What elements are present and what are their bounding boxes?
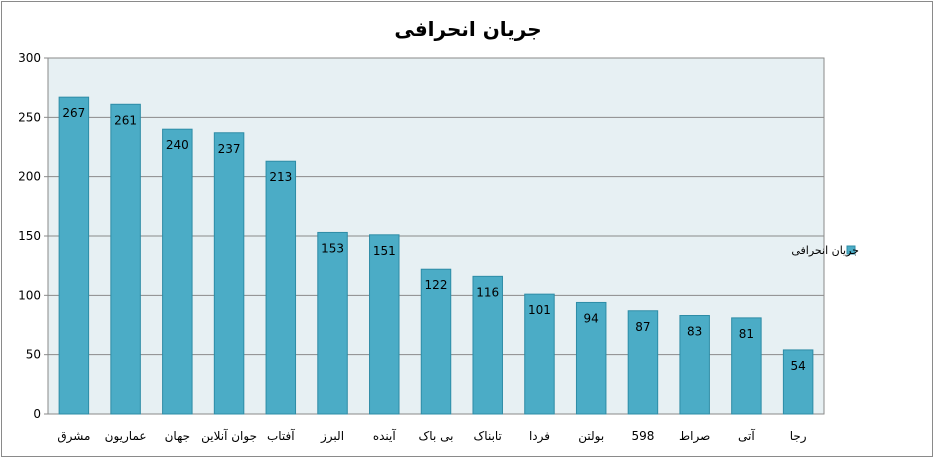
bar — [162, 128, 193, 415]
x-category-label: بولتن — [578, 429, 604, 444]
data-label: 87 — [635, 320, 650, 334]
data-label: 116 — [476, 285, 499, 299]
legend: جریان انحرافی — [791, 244, 859, 257]
data-label: 122 — [425, 278, 448, 292]
legend-label: جریان انحرافی — [791, 244, 859, 257]
bar — [627, 310, 659, 415]
data-label: 54 — [790, 359, 805, 373]
y-tick-label: 50 — [26, 348, 41, 362]
x-category-label: رجا — [790, 429, 807, 444]
bar — [213, 132, 245, 415]
data-label: 81 — [739, 327, 754, 341]
data-label: 213 — [269, 170, 292, 184]
x-category-label: بی باک — [419, 429, 454, 443]
x-category-label: آینده — [373, 428, 397, 443]
y-tick-label: 300 — [18, 51, 41, 65]
data-label: 94 — [584, 311, 599, 325]
bar — [731, 317, 762, 415]
x-category-label: البرز — [320, 429, 344, 444]
y-tick-label: 250 — [18, 110, 41, 124]
bar — [782, 349, 814, 415]
bar — [110, 103, 141, 415]
bar — [369, 234, 400, 415]
bar — [58, 96, 90, 415]
data-label: 240 — [166, 138, 189, 152]
data-label: 153 — [321, 241, 344, 255]
x-category-label: تابناک — [474, 429, 502, 443]
y-tick-label: 150 — [18, 229, 41, 243]
chart-title: جریان انحرافی — [394, 17, 541, 41]
data-label: 101 — [528, 303, 551, 317]
x-axis-categories: مشرق عماریون جهان جوان آنلاین آفتاب البرز آیند… — [57, 428, 806, 444]
bar — [524, 293, 555, 415]
y-tick-label: 100 — [18, 288, 41, 302]
bar — [265, 160, 297, 415]
data-label: 83 — [687, 325, 702, 339]
y-axis-ticks: 0 50 100 150 200 250 300 — [18, 51, 48, 421]
data-label: 267 — [62, 106, 85, 120]
bar — [317, 231, 348, 415]
y-tick-label: 0 — [33, 407, 41, 421]
bar — [679, 315, 710, 415]
legend-swatch — [846, 245, 856, 255]
x-category-label: 598 — [631, 429, 654, 443]
y-tick-label: 200 — [18, 170, 41, 184]
x-category-label: آفتاب — [267, 428, 295, 443]
x-category-label: آتی — [738, 428, 755, 443]
data-label: 237 — [218, 142, 241, 156]
data-label: 261 — [114, 113, 137, 127]
x-category-label: فردا — [529, 429, 550, 444]
x-category-label: عماریون — [105, 429, 147, 444]
bar — [575, 301, 607, 415]
x-category-label: جوان آنلاین — [201, 428, 257, 444]
bar — [420, 268, 452, 415]
bar — [472, 275, 503, 415]
x-category-label: مشرق — [57, 429, 90, 444]
bars — [58, 96, 814, 415]
x-category-label: صراط — [679, 429, 710, 444]
x-category-label: جهان — [165, 429, 190, 443]
data-labels: 267 261 240 237 213 153 151 122 116 101 94 87 83 81 54 — [62, 106, 805, 373]
data-label: 151 — [373, 244, 396, 258]
